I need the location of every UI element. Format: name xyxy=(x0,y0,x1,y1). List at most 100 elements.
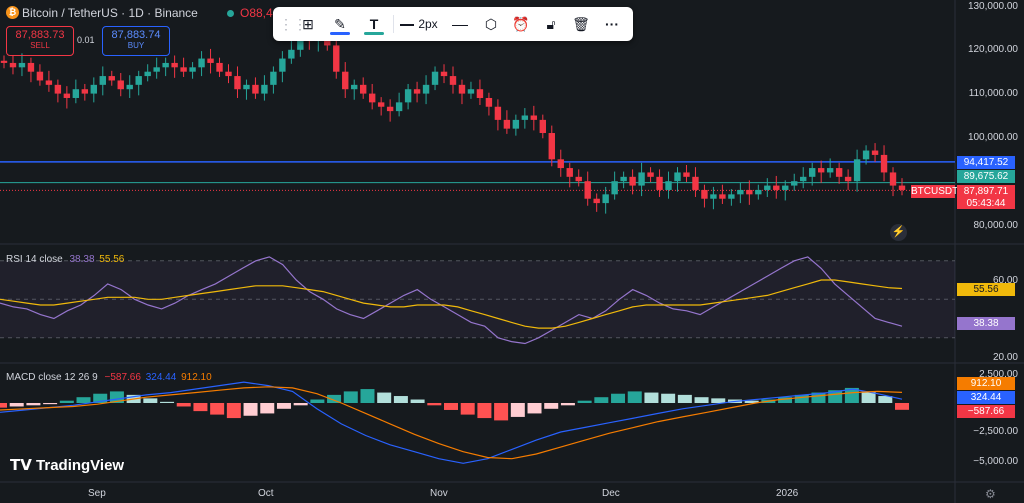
macd-histogram-bar xyxy=(861,391,876,403)
candle-body xyxy=(144,71,151,77)
macd-histogram-bar xyxy=(510,403,525,417)
macd-histogram-bar xyxy=(594,397,609,403)
macd-histogram-bar xyxy=(611,393,626,403)
candle-body xyxy=(485,97,493,107)
line-style-icon[interactable] xyxy=(447,7,473,41)
buy-button[interactable]: 87,883.74 BUY xyxy=(102,26,170,56)
macd-histogram-bar xyxy=(393,396,408,403)
lightning-icon[interactable]: ⚡ xyxy=(890,224,907,241)
trash-icon[interactable]: 🗑︎ xyxy=(572,16,590,32)
candle-body xyxy=(333,45,340,72)
macd-axis-label: 2,500.00 xyxy=(979,369,1018,380)
symbol-title[interactable]: Bitcoin / TetherUS · 1D · Binance xyxy=(22,6,198,20)
macd-histogram-bar xyxy=(76,397,91,403)
alert-clock-icon[interactable]: ⏰ xyxy=(512,16,530,32)
candle-body xyxy=(620,176,627,182)
candle-body xyxy=(225,71,232,77)
candle-body xyxy=(548,133,555,160)
rsi-axis-label: 60.00 xyxy=(992,275,1018,286)
candle-body xyxy=(368,93,376,103)
line-width-icon[interactable]: 2px xyxy=(397,7,441,41)
candle-body xyxy=(108,76,115,81)
candle-body xyxy=(467,89,475,94)
pencil-icon[interactable]: ✎ xyxy=(327,7,353,41)
candle-body xyxy=(207,58,214,63)
macd-histogram-bar xyxy=(293,403,308,406)
candle-body xyxy=(701,189,708,199)
settings-icon[interactable]: ⬡ xyxy=(484,16,498,32)
price-axis-label: 80,000.00 xyxy=(973,220,1019,231)
candle-body xyxy=(270,71,277,85)
macd-histogram-bar xyxy=(694,397,709,403)
candle-body xyxy=(243,84,250,90)
macd-histogram-bar xyxy=(494,403,509,421)
macd-histogram-bar xyxy=(377,392,392,403)
candle-body xyxy=(656,176,663,190)
macd-histogram-bar xyxy=(644,392,659,403)
candle-body xyxy=(871,150,879,155)
candle-body xyxy=(674,172,681,182)
candle-body xyxy=(629,176,636,186)
lock-icon[interactable]: 🔓︎ xyxy=(546,16,556,32)
candle-body xyxy=(216,62,223,72)
macd-line xyxy=(0,381,903,464)
candle-body xyxy=(153,67,160,72)
candle-body xyxy=(539,119,546,134)
macd-histogram-bar xyxy=(744,400,759,403)
rsi-ma-line xyxy=(0,279,903,329)
price-axis-label: 130,000.00 xyxy=(967,1,1018,12)
candle-body xyxy=(45,80,53,85)
candle-body xyxy=(252,84,259,94)
macd-histogram-bar xyxy=(811,392,826,403)
candle-body xyxy=(683,172,690,177)
macd-legend[interactable]: MACD close 12 26 9 −587.66 324.44 912.10 xyxy=(6,372,212,383)
blue-line-price-tag: 94,417.52 xyxy=(957,156,1015,169)
text-icon[interactable]: T xyxy=(361,7,387,41)
candle-body xyxy=(351,84,358,90)
price-axis-label: 120,000.00 xyxy=(967,44,1018,55)
candle-body xyxy=(162,62,169,68)
candle-body xyxy=(647,172,654,177)
candle-body xyxy=(844,176,852,182)
macd-axis-label: −2,500.00 xyxy=(973,426,1018,437)
candle-body xyxy=(234,76,241,90)
candle-body xyxy=(575,176,582,182)
gear-icon[interactable]: ⚙ xyxy=(985,487,996,501)
candle-body xyxy=(692,176,699,190)
macd-histogram-bar xyxy=(260,403,275,414)
branding-text: TradingView xyxy=(36,457,125,474)
candle-body xyxy=(710,194,717,199)
tradingview-logo[interactable]: 𝗧𝗩 TradingView xyxy=(10,456,124,474)
candle-body xyxy=(557,159,564,169)
time-axis-label: Nov xyxy=(430,488,448,499)
macd-histogram-bar xyxy=(560,403,575,406)
candle-body xyxy=(81,89,89,94)
rsi-value: 38.38 xyxy=(69,254,95,265)
candle-body xyxy=(512,119,520,129)
candle-body xyxy=(36,71,44,81)
drag-handle-icon[interactable]: ⋮⋮ xyxy=(279,16,307,32)
candle-body xyxy=(189,67,196,72)
candle-body xyxy=(880,154,888,173)
price-axis-label: 100,000.00 xyxy=(967,132,1018,143)
time-axis-label: Sep xyxy=(88,488,106,499)
rsi-ma-value: 55.56 xyxy=(99,254,125,265)
bitcoin-icon: ₿ xyxy=(6,6,19,19)
candle-body xyxy=(377,102,385,107)
candle-body xyxy=(494,106,502,120)
candle-body xyxy=(458,84,466,94)
candle-body xyxy=(862,150,870,160)
rsi-legend[interactable]: RSI 14 close 38.38 55.56 xyxy=(6,254,124,265)
add-drawing-icon[interactable]: ⊞ xyxy=(302,16,314,32)
candle-body xyxy=(90,84,97,94)
macd-histogram-bar xyxy=(844,387,859,403)
macd-histogram-bar xyxy=(410,399,425,403)
candle-body xyxy=(898,185,906,190)
rsi-title: RSI 14 close xyxy=(6,254,63,265)
more-icon[interactable]: ··· xyxy=(605,16,619,32)
candle-body xyxy=(0,60,8,63)
sell-button[interactable]: 87,883.73 SELL xyxy=(6,26,74,56)
macd-signal-line xyxy=(0,386,903,460)
tv-logo-icon: 𝗧𝗩 xyxy=(10,457,37,474)
